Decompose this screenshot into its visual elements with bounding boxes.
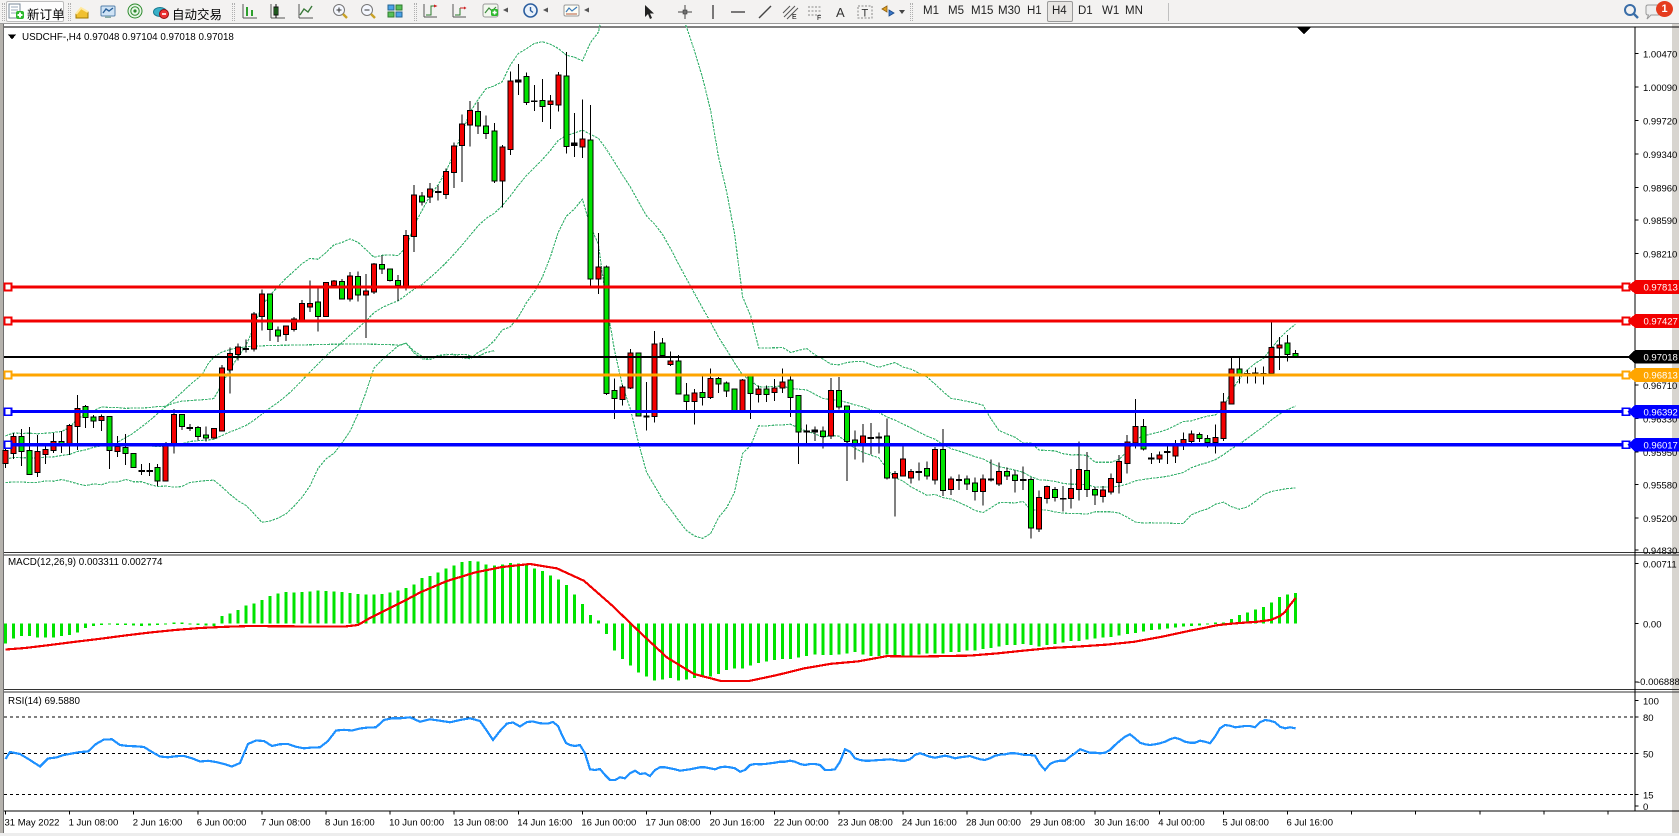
svg-text:15: 15 (1643, 791, 1654, 802)
svg-text:0.97018: 0.97018 (1644, 353, 1678, 364)
svg-text:0.98960: 0.98960 (1643, 183, 1677, 194)
svg-text:100: 100 (1643, 697, 1659, 708)
svg-text:80: 80 (1643, 713, 1654, 724)
svg-text:1.00470: 1.00470 (1643, 50, 1677, 61)
svg-text:T: T (862, 8, 869, 20)
svg-text:0: 0 (1643, 802, 1648, 813)
svg-text:8 Jun 16:00: 8 Jun 16:00 (325, 818, 375, 829)
svg-text:0.99340: 0.99340 (1643, 150, 1677, 161)
svg-text:USDCHF-,H4 0.97048 0.97104 0.: USDCHF-,H4 0.97048 0.97104 0.97018 0.970… (22, 32, 234, 43)
svg-text:31 May 2022: 31 May 2022 (5, 818, 60, 829)
svg-text:0.96392: 0.96392 (1644, 407, 1678, 418)
svg-text:50: 50 (1643, 750, 1654, 761)
svg-text:RSI(14) 69.5880: RSI(14) 69.5880 (8, 696, 80, 707)
svg-text:F: F (817, 15, 821, 22)
svg-text:E: E (792, 14, 797, 21)
svg-text:22 Jun 00:00: 22 Jun 00:00 (774, 818, 829, 829)
svg-text:23 Jun 08:00: 23 Jun 08:00 (838, 818, 893, 829)
svg-text:30 Jun 16:00: 30 Jun 16:00 (1094, 818, 1149, 829)
svg-text:24 Jun 16:00: 24 Jun 16:00 (902, 818, 957, 829)
svg-text:6 Jul 16:00: 6 Jul 16:00 (1287, 818, 1333, 829)
svg-text:14 Jun 16:00: 14 Jun 16:00 (517, 818, 572, 829)
svg-text:0.95200: 0.95200 (1643, 514, 1677, 525)
svg-text:1.00090: 1.00090 (1643, 83, 1677, 94)
svg-text:0.96710: 0.96710 (1643, 381, 1677, 392)
svg-text:16 Jun 00:00: 16 Jun 00:00 (581, 818, 636, 829)
svg-text:0.95580: 0.95580 (1643, 480, 1677, 491)
svg-text:0.94830: 0.94830 (1643, 546, 1677, 557)
svg-text:20 Jun 16:00: 20 Jun 16:00 (710, 818, 765, 829)
svg-text:0.95950: 0.95950 (1643, 448, 1677, 459)
svg-text:13 Jun 08:00: 13 Jun 08:00 (453, 818, 508, 829)
svg-text:4 Jul 00:00: 4 Jul 00:00 (1158, 818, 1204, 829)
svg-text:6 Jun 00:00: 6 Jun 00:00 (197, 818, 247, 829)
svg-text:0.00: 0.00 (1643, 619, 1662, 630)
svg-text:7 Jun 08:00: 7 Jun 08:00 (261, 818, 311, 829)
svg-text:0.98590: 0.98590 (1643, 216, 1677, 227)
svg-text:0.97813: 0.97813 (1644, 283, 1678, 294)
svg-text:A: A (836, 5, 845, 20)
svg-text:2 Jun 16:00: 2 Jun 16:00 (133, 818, 183, 829)
svg-text:17 Jun 08:00: 17 Jun 08:00 (646, 818, 701, 829)
svg-text:MACD(12,26,9) 0.003311 0.00277: MACD(12,26,9) 0.003311 0.002774 (8, 557, 163, 568)
svg-text:5 Jul 08:00: 5 Jul 08:00 (1222, 818, 1268, 829)
svg-text:-0.006888: -0.006888 (1637, 677, 1679, 688)
svg-text:0.96813: 0.96813 (1644, 371, 1678, 382)
svg-text:29 Jun 08:00: 29 Jun 08:00 (1030, 818, 1085, 829)
svg-text:0.97427: 0.97427 (1644, 317, 1678, 328)
svg-text:0.96017: 0.96017 (1644, 441, 1678, 452)
svg-text:1 Jun 08:00: 1 Jun 08:00 (69, 818, 119, 829)
svg-text:0.99720: 0.99720 (1643, 117, 1677, 128)
svg-text:10 Jun 00:00: 10 Jun 00:00 (389, 818, 444, 829)
svg-text:0.96330: 0.96330 (1643, 415, 1677, 426)
svg-text:0.98210: 0.98210 (1643, 249, 1677, 260)
svg-text:0.00711: 0.00711 (1643, 560, 1677, 571)
svg-text:28 Jun 00:00: 28 Jun 00:00 (966, 818, 1021, 829)
